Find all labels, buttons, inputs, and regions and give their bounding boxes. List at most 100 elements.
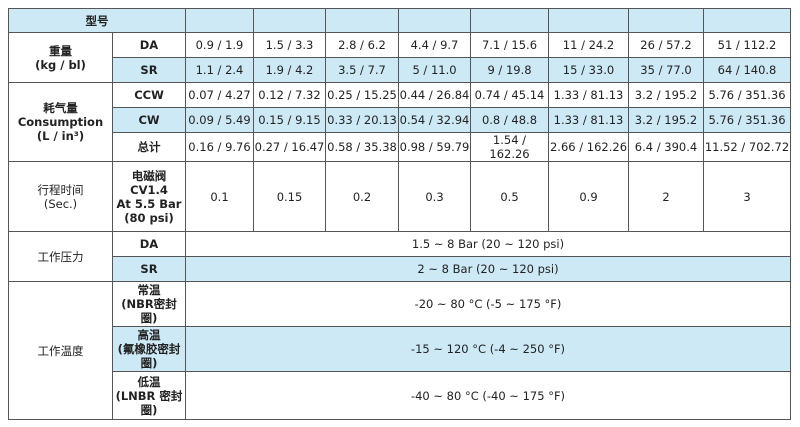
row-label: DA <box>112 231 186 257</box>
value-cell: 1.5 / 3.3 <box>253 32 326 58</box>
value-cell: -15 ~ 120 °C (-4 ~ 250 °F) <box>185 326 791 372</box>
text-line: 电磁阀 <box>131 168 167 183</box>
value-cell: 0.98 / 59.79 <box>398 132 471 162</box>
row-label: CW <box>112 107 186 133</box>
value-cell: 64 / 140.8 <box>703 57 791 83</box>
value-cell: 0.58 / 35.38 <box>325 132 399 162</box>
value-cell: -20 ~ 80 °C (-5 ~ 175 °F) <box>185 281 791 327</box>
text-line: At 5.5 Bar <box>116 196 182 211</box>
group-label: 行程时间 (Sec.) <box>8 161 113 232</box>
value-cell: 3.5 / 7.7 <box>325 57 399 83</box>
text-line: Consumption <box>17 115 104 129</box>
value-cell: 0.15 / 9.15 <box>253 107 326 133</box>
value-cell: 0.1 <box>185 161 254 232</box>
value-cell: 51 / 112.2 <box>703 32 791 58</box>
value-cell: 1.33 / 81.13 <box>548 82 629 108</box>
value-cell: 0.15 <box>253 161 326 232</box>
header-blank <box>325 8 399 33</box>
header-blank <box>398 8 471 33</box>
data-row: 总计 0.16 / 9.76 0.27 / 16.47 0.58 / 35.38 0.9… <box>9 132 791 162</box>
value-cell: 5.76 / 351.36 <box>703 107 791 133</box>
value-cell: 0.12 / 7.32 <box>253 82 326 108</box>
table-body: 型号 重量 (kg / bl) DA 0.9 / 1.9 1.5 / 3.3 2.8 / 6… <box>8 8 791 420</box>
value-cell: 7.1 / 15.6 <box>470 32 549 58</box>
value-cell: 35 / 77.0 <box>628 57 704 83</box>
row-label: 高温 (氟橡胶密封圈) <box>112 326 186 372</box>
header-blank <box>703 8 791 33</box>
value-cell: 0.74 / 45.14 <box>470 82 549 108</box>
value-cell: 6.4 / 390.4 <box>628 132 704 162</box>
value-cell: 1.54 / 162.26 <box>470 132 549 162</box>
header-row: 型号 <box>8 8 791 33</box>
value-cell: 0.3 <box>398 161 471 232</box>
row-label: SR <box>112 256 186 282</box>
text-line: (氟橡胶密封圈) <box>117 342 181 370</box>
value-cell: 0.07 / 4.27 <box>185 82 254 108</box>
text-line: (NBR密封圈) <box>121 297 177 325</box>
text-line: (80 psi) <box>124 210 174 225</box>
text-line: (Sec.) <box>43 196 78 211</box>
value-cell: 1.9 / 4.2 <box>253 57 326 83</box>
value-cell: 26 / 57.2 <box>628 32 704 58</box>
value-cell: 0.44 / 26.84 <box>398 82 471 108</box>
data-row: 工作温度 常温 (NBR密封圈) -20 ~ 80 °C (-5 ~ 175 °F) <box>8 281 791 420</box>
group-label: 工作压力 <box>8 231 113 282</box>
value-cell: 3 <box>703 161 791 232</box>
row-label: CCW <box>112 82 186 108</box>
row-label: 电磁阀 CV1.4 At 5.5 Bar (80 psi) <box>112 161 186 232</box>
header-blank <box>470 8 549 33</box>
text-line: 工作压力 <box>37 249 84 264</box>
data-row: 重量 (kg / bl) DA 0.9 / 1.9 1.5 / 3.3 2.8 / 6.2… <box>8 32 791 83</box>
text-line: SR <box>140 63 158 77</box>
value-cell: 1.33 / 81.13 <box>548 107 629 133</box>
text-line: (kg / bl) <box>35 57 86 72</box>
data-row: 低温 (LNBR 密封圈) -40 ~ 80 °C (-40 ~ 175 °F) <box>9 371 791 420</box>
text-line: (L / in³) <box>36 129 85 143</box>
value-cell: 0.09 / 5.49 <box>185 107 254 133</box>
data-row: 行程时间 (Sec.) 电磁阀 CV1.4 At 5.5 Bar (80 psi) 0.1 0… <box>8 161 791 232</box>
row-label: 低温 (LNBR 密封圈) <box>112 371 186 420</box>
value-cell: 11.52 / 702.72 <box>703 132 791 162</box>
text-line: CV1.4 <box>130 182 168 197</box>
data-row: CW 0.09 / 5.49 0.15 / 9.15 0.33 / 20.13 0.54… <box>9 107 791 133</box>
row-label: 常温 (NBR密封圈) <box>112 281 186 327</box>
data-row: SR 2 ~ 8 Bar (20 ~ 120 psi) <box>9 256 791 282</box>
text-line: (LNBR 密封圈) <box>115 388 183 417</box>
value-cell: 3.2 / 195.2 <box>628 82 704 108</box>
group-label: 工作温度 <box>8 281 113 420</box>
value-cell: 9 / 19.8 <box>470 57 549 83</box>
value-cell: 1.1 / 2.4 <box>185 57 254 83</box>
text-line: CW <box>138 113 160 127</box>
value-cell: 0.25 / 15.25 <box>325 82 399 108</box>
data-row: 工作压力 DA 1.5 ~ 8 Bar (20 ~ 120 psi) <box>8 231 791 282</box>
header-blank <box>628 8 704 33</box>
value-cell: 5.76 / 351.36 <box>703 82 791 108</box>
data-row: 耗气量 Consumption (L / in³) CCW 0.07 / 4.27 0.1… <box>8 82 791 162</box>
value-cell: 0.9 / 1.9 <box>185 32 254 58</box>
text-line: 工作温度 <box>37 343 84 358</box>
value-cell: -40 ~ 80 °C (-40 ~ 175 °F) <box>185 371 791 420</box>
group-label: 耗气量 Consumption (L / in³) <box>8 82 113 162</box>
value-cell: 2.8 / 6.2 <box>325 32 399 58</box>
header-cell: 型号 <box>8 8 186 33</box>
value-cell: 2 <box>628 161 704 232</box>
value-cell: 0.27 / 16.47 <box>253 132 326 162</box>
header-blank <box>253 8 326 33</box>
row-label: DA <box>112 32 186 58</box>
text-line: 行程时间 <box>37 182 84 197</box>
data-row: 高温 (氟橡胶密封圈) -15 ~ 120 °C (-4 ~ 250 °F) <box>9 326 791 372</box>
text-line: 低温 <box>137 374 161 389</box>
text-line: 总计 <box>137 140 161 154</box>
row-label: 总计 <box>112 132 186 162</box>
value-cell: 11 / 24.2 <box>548 32 629 58</box>
value-cell: 0.33 / 20.13 <box>325 107 399 133</box>
text-line: SR <box>140 262 158 276</box>
text-line: 重量 <box>49 43 72 58</box>
value-cell: 2 ~ 8 Bar (20 ~ 120 psi) <box>185 256 791 282</box>
value-cell: 0.2 <box>325 161 399 232</box>
value-cell: 1.5 ~ 8 Bar (20 ~ 120 psi) <box>185 231 791 257</box>
value-cell: 0.8 / 48.8 <box>470 107 549 133</box>
value-cell: 4.4 / 9.7 <box>398 32 471 58</box>
value-cell: 3.2 / 195.2 <box>628 107 704 133</box>
